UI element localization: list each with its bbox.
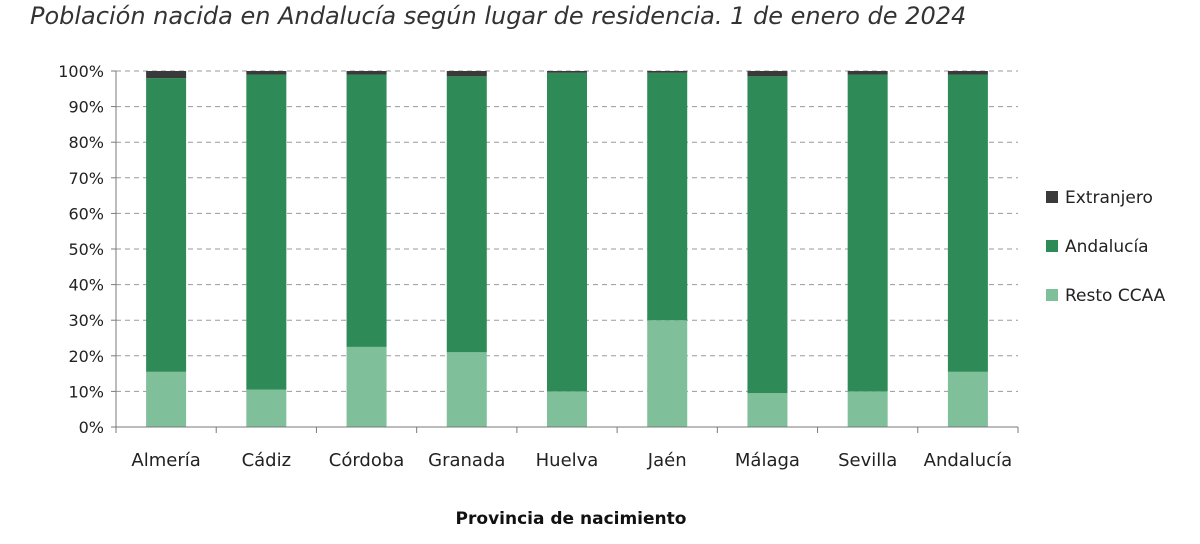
x-axis-label: Provincia de nacimiento: [456, 509, 687, 529]
legend-label: Extranjero: [1065, 188, 1153, 208]
y-tick-label: 50%: [68, 240, 104, 259]
bar-andalucía: [847, 74, 888, 392]
bar-extranjero: [947, 71, 988, 75]
bar-resto-ccaa: [547, 391, 587, 427]
bar-resto-ccaa: [146, 371, 187, 427]
legend-swatch: [1046, 240, 1058, 252]
x-tick-label: Almería: [131, 450, 200, 471]
bar-andalucía: [547, 72, 587, 392]
bars: [146, 71, 988, 427]
bar-extranjero: [747, 71, 788, 77]
bar-andalucía: [647, 72, 688, 321]
y-tick-label: 0%: [79, 418, 104, 437]
legend-swatch: [1046, 191, 1058, 203]
x-tick-label: Granada: [428, 450, 505, 471]
x-tick-label: Sevilla: [838, 450, 897, 471]
x-tick-label: Córdoba: [329, 450, 405, 471]
bar-extranjero: [446, 71, 487, 77]
x-axis: Almería Cádiz Córdoba Granada Huelva Jaén Mála…: [115, 426, 1019, 471]
y-tick-label: 80%: [68, 133, 104, 152]
bar-resto-ccaa: [346, 346, 387, 427]
bar-andalucía: [747, 76, 788, 394]
x-tick-label: Cádiz: [242, 450, 291, 471]
bar-andalucía: [346, 74, 387, 347]
bar-resto-ccaa: [847, 391, 888, 427]
y-tick-label: 70%: [68, 169, 104, 188]
y-tick-label: 10%: [68, 382, 104, 401]
legend-swatch: [1046, 289, 1058, 301]
bar-resto-ccaa: [446, 352, 487, 427]
x-tick-label: Jaén: [647, 450, 687, 471]
y-tick-label: 30%: [68, 311, 104, 330]
legend-label: Andalucía: [1065, 237, 1149, 257]
y-axis: 0% 10% 20% 30% 40% 50% 60% 70% 80% 90% 100%: [58, 62, 117, 437]
bar-andalucía: [446, 76, 487, 353]
bar-andalucía: [947, 74, 988, 372]
bar-extranjero: [346, 71, 387, 75]
bar-extranjero: [647, 71, 688, 73]
y-tick-label: 60%: [68, 204, 104, 223]
bar-andalucía: [246, 74, 287, 390]
legend: Extranjero Andalucía Resto CCAA: [1046, 188, 1166, 306]
bar-extranjero: [146, 71, 187, 79]
bar-extranjero: [547, 71, 587, 73]
bar-extranjero: [246, 71, 287, 75]
x-tick-label: Huelva: [536, 450, 599, 471]
bar-extranjero: [847, 71, 888, 75]
bar-resto-ccaa: [747, 393, 788, 427]
bar-andalucía: [146, 78, 187, 372]
bar-resto-ccaa: [647, 320, 688, 427]
legend-label: Resto CCAA: [1065, 286, 1166, 306]
chart-title: Población nacida en Andalucía según luga…: [30, 2, 967, 30]
y-tick-label: 90%: [68, 98, 104, 117]
y-tick-label: 100%: [58, 62, 104, 81]
bar-resto-ccaa: [947, 371, 988, 427]
y-tick-label: 20%: [68, 347, 104, 366]
bar-resto-ccaa: [246, 389, 287, 427]
x-tick-label: Málaga: [735, 450, 800, 471]
y-tick-label: 40%: [68, 276, 104, 295]
x-tick-label: Andalucía: [924, 450, 1013, 471]
